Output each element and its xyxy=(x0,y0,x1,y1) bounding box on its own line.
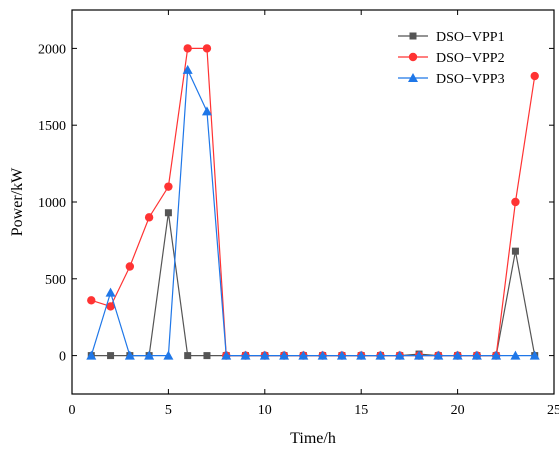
data-point xyxy=(144,213,154,222)
data-point xyxy=(529,350,540,360)
data-point xyxy=(124,350,135,360)
data-point xyxy=(182,64,193,74)
plot-frame xyxy=(71,9,555,395)
legend-label: DSO−VPP3 xyxy=(436,72,505,87)
x-tick-label: 20 xyxy=(451,403,465,418)
data-point xyxy=(163,350,174,360)
data-point xyxy=(164,182,173,191)
data-point xyxy=(356,350,367,360)
data-point xyxy=(125,262,135,271)
data-point xyxy=(375,350,386,360)
data-point xyxy=(183,44,192,53)
legend-marker xyxy=(408,73,418,82)
y-axis-title: Power/kW xyxy=(9,167,26,236)
series-line xyxy=(90,69,535,357)
legend-item: DSO−VPP3 xyxy=(398,72,505,87)
data-point xyxy=(336,350,347,360)
data-point xyxy=(511,197,520,207)
data-point xyxy=(201,106,212,116)
data-point xyxy=(105,287,116,297)
data-point xyxy=(164,209,172,217)
data-point xyxy=(471,350,482,360)
x-tick-label: 5 xyxy=(165,403,172,418)
axes: 0 5 10 15 20 25 0 500 1000 1500 2000 xyxy=(38,9,559,418)
series-1 xyxy=(87,209,539,360)
data-point xyxy=(530,71,539,81)
data-point xyxy=(279,350,290,360)
y-tick-label: 1000 xyxy=(38,196,66,211)
data-point xyxy=(259,350,270,360)
data-point xyxy=(298,350,309,360)
x-tick-label: 15 xyxy=(354,403,368,418)
data-point xyxy=(240,350,251,360)
data-point xyxy=(106,302,115,311)
legend-marker xyxy=(408,52,418,62)
y-tick-label: 2000 xyxy=(38,42,66,57)
x-tick-label: 10 xyxy=(258,403,272,418)
data-point xyxy=(184,352,192,360)
legend-marker xyxy=(409,32,417,40)
legend-item: DSO−VPP2 xyxy=(398,51,505,66)
x-axis-title: Time/h xyxy=(290,430,336,447)
y-tick-label: 0 xyxy=(59,350,66,365)
data-point xyxy=(221,350,232,360)
series-line xyxy=(91,212,536,357)
data-point xyxy=(510,350,521,360)
data-point xyxy=(452,350,463,360)
data-point xyxy=(414,350,425,360)
series-line xyxy=(91,47,536,357)
legend-item: DSO−VPP1 xyxy=(398,30,505,45)
data-point xyxy=(107,352,115,360)
legend: DSO−VPP1 DSO−VPP2 DSO−VPP3 xyxy=(398,30,505,87)
series-3 xyxy=(86,64,540,360)
data-point xyxy=(511,247,519,255)
data-point xyxy=(87,296,96,305)
y-tick-label: 1500 xyxy=(38,119,66,134)
y-tick-label: 500 xyxy=(45,273,66,288)
data-point xyxy=(144,350,155,360)
series-group xyxy=(86,44,540,360)
x-tick-label: 0 xyxy=(69,403,76,418)
data-point xyxy=(202,44,212,53)
legend-label: DSO−VPP2 xyxy=(436,51,505,66)
legend-label: DSO−VPP1 xyxy=(436,30,505,45)
x-tick-label: 25 xyxy=(547,403,559,418)
data-point xyxy=(317,350,328,360)
data-point xyxy=(433,350,444,360)
data-point xyxy=(394,350,405,360)
data-point xyxy=(491,350,502,360)
data-point xyxy=(86,350,97,360)
data-point xyxy=(203,352,211,360)
